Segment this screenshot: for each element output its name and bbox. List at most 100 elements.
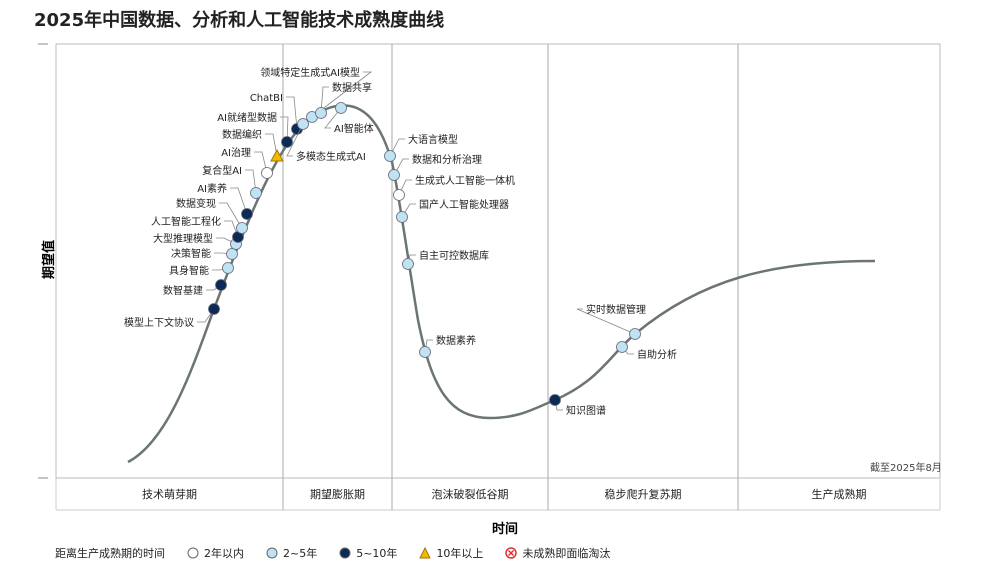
circle-marker [297, 118, 309, 130]
circle-marker [629, 328, 641, 340]
technology-label: 自助分析 [637, 348, 677, 361]
circle-marker [241, 208, 253, 220]
technology-label: 数据素养 [436, 334, 476, 347]
leader-line [265, 133, 278, 157]
technology-label: 生成式人工智能一体机 [415, 174, 515, 187]
circle-marker [616, 341, 628, 353]
yellow-triangle-icon [419, 547, 432, 559]
technology-marker: 数据素养 [419, 334, 476, 358]
phase-label: 泡沫破裂低谷期 [432, 487, 509, 501]
technology-marker: 生成式人工智能一体机 [393, 174, 515, 201]
leader-line [311, 71, 373, 118]
circle-marker [384, 150, 396, 162]
circle-marker [393, 189, 405, 201]
technology-label: 自主可控数据库 [419, 249, 489, 262]
red-x-circle-icon [505, 547, 518, 559]
technology-label: AI智能体 [334, 122, 374, 135]
plot-frame [55, 43, 941, 479]
circle-marker [222, 262, 234, 274]
technology-marker: 领域特定生成式AI模型 [260, 66, 373, 123]
circle-marker [226, 248, 238, 260]
technology-marker: AI智能体 [324, 102, 374, 135]
circle-marker [236, 222, 248, 234]
leader-line [389, 138, 405, 157]
technology-marker: 实时数据管理 [576, 303, 646, 340]
triangle-marker [270, 148, 284, 162]
leader-line [393, 158, 409, 176]
leader-line [576, 308, 636, 335]
technology-label: 具身智能 [169, 264, 209, 277]
technology-marker: 大语言模型 [384, 133, 458, 162]
technology-marker: 知识图谱 [549, 394, 606, 417]
technology-label: 人工智能工程化 [151, 215, 221, 228]
phase-label: 稳步爬升复苏期 [605, 487, 682, 501]
legend-title: 距离生产成熟期的时间 [55, 547, 165, 560]
technology-marker: 数据变现 [176, 197, 248, 234]
leader-line [219, 202, 243, 229]
circle-marker [419, 346, 431, 358]
circle-marker [250, 187, 262, 199]
leader-line [280, 116, 289, 143]
circle-marker [396, 211, 408, 223]
leader-line [324, 107, 342, 129]
technology-label: 数据共享 [332, 81, 372, 94]
technology-label: 数据编织 [222, 128, 262, 141]
leader-line [230, 187, 248, 215]
phase-label: 生产成熟期 [812, 487, 867, 501]
legend-label: 5~10年 [356, 547, 398, 560]
hype-curve [127, 104, 876, 464]
legend-item-gt10: 10年以上 [419, 545, 483, 561]
technology-label: 数据和分析治理 [412, 153, 482, 166]
circle-marker [261, 167, 273, 179]
legend-item-5to10: 5~10年 [339, 545, 397, 561]
legend-label: 10年以上 [436, 547, 484, 560]
technology-marker: 自主可控数据库 [402, 249, 489, 270]
technology-label: AI治理 [221, 146, 251, 159]
technology-marker: AI就绪型数据 [217, 111, 293, 148]
circle-marker [549, 394, 561, 406]
technology-label: 领域特定生成式AI模型 [260, 66, 360, 79]
technology-marker: 数据和分析治理 [388, 153, 482, 181]
technology-label: 国产人工智能处理器 [419, 198, 509, 211]
technology-marker: 数据共享 [315, 81, 372, 119]
legend-label: 2~5年 [283, 547, 318, 560]
navy-circle-icon [339, 547, 351, 559]
legend-label: 2年以内 [204, 547, 244, 560]
technology-label: 数据变现 [176, 197, 216, 210]
technology-marker: 决策智能 [171, 247, 238, 260]
circle-marker [388, 169, 400, 181]
leader-line [254, 151, 268, 174]
date-note: 截至2025年8月 [870, 463, 942, 474]
technology-label: 模型上下文协议 [124, 316, 194, 329]
leader-line [286, 96, 298, 130]
light-blue-circle-icon [266, 547, 278, 559]
technology-marker: 数智基建 [163, 279, 227, 297]
circle-marker [402, 258, 414, 270]
technology-label: AI就绪型数据 [217, 111, 277, 124]
leader-line [320, 86, 329, 114]
white-circle-icon [187, 547, 199, 559]
phase-label: 期望膨胀期 [310, 487, 365, 501]
leader-line [286, 123, 304, 157]
technology-marker: 复合型AI [202, 164, 262, 199]
legend-item-obsolete: 未成熟即面临淘汰 [505, 545, 610, 561]
figure-title: 2025年中国数据、分析和人工智能技术成熟度曲线 [34, 10, 445, 31]
x-axis-label: 时间 [492, 522, 519, 537]
leader-line [245, 169, 257, 194]
technology-marker: 数据编织 [222, 128, 284, 162]
technology-label: 实时数据管理 [586, 303, 646, 316]
technology-label: 复合型AI [202, 164, 242, 177]
legend-item-2to5: 2~5年 [266, 545, 317, 561]
technology-marker: 多模态生成式AI [286, 118, 366, 163]
circle-marker [215, 279, 227, 291]
technology-label: 多模态生成式AI [296, 150, 366, 163]
technology-label: ChatBI [250, 93, 283, 104]
technology-label: 大型推理模型 [153, 232, 213, 245]
technology-marker: 具身智能 [169, 262, 234, 277]
technology-label: 大语言模型 [408, 133, 458, 146]
legend-label: 未成熟即面临淘汰 [522, 547, 611, 560]
technology-marker: 大型推理模型 [153, 232, 242, 250]
technology-marker: 人工智能工程化 [151, 215, 244, 243]
y-axis-label: 期望值 [42, 239, 58, 280]
